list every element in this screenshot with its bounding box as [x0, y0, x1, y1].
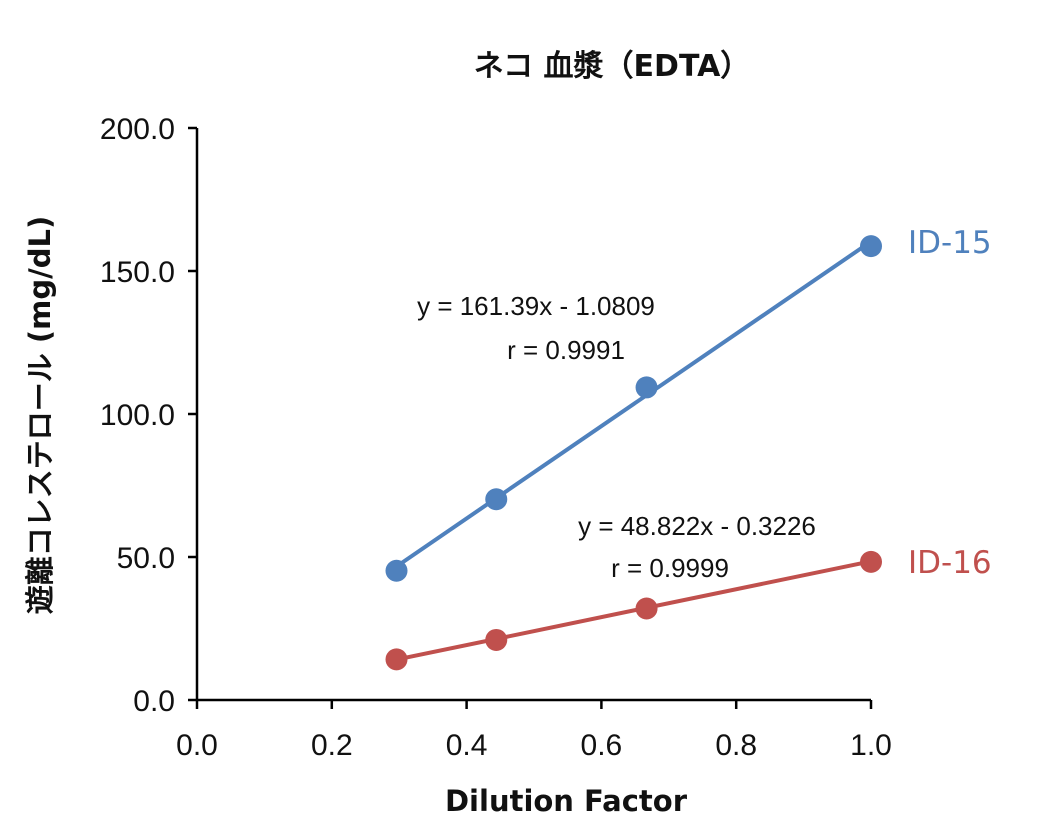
data-point-id-15	[485, 488, 508, 511]
data-point-id-15	[635, 376, 658, 399]
series-16-equation: y = 48.822x - 0.3226	[578, 511, 816, 541]
x-tick-label: 1.0	[850, 729, 892, 762]
data-point-id-16	[635, 597, 658, 620]
series-15-label: ID-15	[908, 225, 992, 261]
trendline-id-16	[394, 559, 873, 662]
series-id-15	[385, 235, 882, 582]
y-tick-label: 0.0	[133, 685, 175, 718]
y-tick-label: 50.0	[117, 542, 175, 575]
series-layer	[385, 235, 882, 671]
y-tick-label: 150.0	[100, 256, 175, 289]
x-ticks: 0.0 0.2 0.4 0.6 0.8 1.0	[176, 700, 892, 762]
series-id-16	[385, 550, 882, 671]
data-point-id-16	[860, 550, 882, 573]
x-tick-label: 0.2	[311, 729, 353, 762]
x-axis-label: Dilution Factor	[445, 784, 688, 818]
x-tick-label: 0.0	[176, 729, 218, 762]
series-15-r-value: r = 0.9991	[507, 335, 625, 365]
y-tick-label: 100.0	[100, 399, 175, 432]
series-15-equation: y = 161.39x - 1.0809	[417, 291, 655, 321]
data-point-id-16	[485, 628, 508, 651]
data-point-id-16	[385, 648, 408, 671]
y-ticks: 0.0 50.0 100.0 150.0 200.0	[100, 113, 197, 718]
data-point-id-15	[860, 235, 882, 258]
data-point-id-15	[385, 559, 408, 582]
x-tick-label: 0.8	[715, 729, 757, 762]
trendline-id-15	[394, 239, 873, 569]
chart-title: ネコ 血漿（EDTA）	[474, 49, 751, 84]
series-16-r-value: r = 0.9999	[611, 553, 729, 583]
x-tick-label: 0.6	[581, 729, 623, 762]
series-16-label: ID-16	[908, 545, 992, 581]
x-tick-label: 0.4	[446, 729, 488, 762]
y-tick-label: 200.0	[100, 113, 175, 146]
y-axis-label: 遊離コレステロール (mg/dL)	[23, 216, 57, 614]
